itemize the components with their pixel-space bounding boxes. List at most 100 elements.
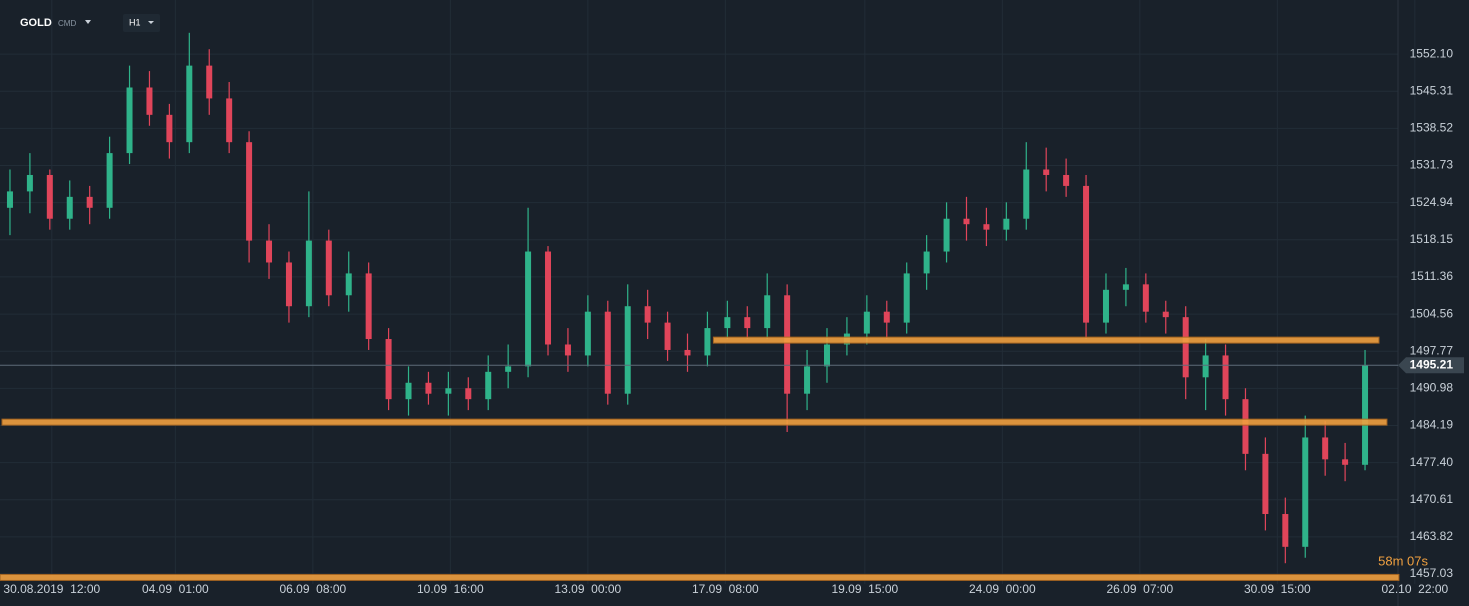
candle-body bbox=[684, 349, 691, 356]
candle-body bbox=[1182, 317, 1189, 378]
y-tick-label: 1531.73 bbox=[1410, 158, 1454, 172]
candle-body bbox=[1362, 365, 1369, 465]
x-tick-label: 13.09 00:00 bbox=[554, 582, 621, 596]
x-tick-label: 30.08.2019 12:00 bbox=[3, 582, 100, 596]
candle-body bbox=[1023, 169, 1030, 219]
candle-body bbox=[1043, 169, 1050, 175]
candle-body bbox=[604, 311, 611, 394]
candle-body bbox=[226, 98, 233, 143]
y-tick-label: 1484.19 bbox=[1410, 418, 1454, 432]
candle-body bbox=[246, 142, 253, 241]
candle-body bbox=[1342, 459, 1349, 465]
candle-body bbox=[305, 240, 312, 307]
dropdown-arrow[interactable] bbox=[85, 20, 91, 24]
candle-body bbox=[166, 114, 173, 143]
candle-body bbox=[1222, 355, 1229, 400]
candle-body bbox=[186, 65, 193, 143]
y-tick-label: 1477.40 bbox=[1410, 455, 1454, 469]
timeframe-button[interactable] bbox=[123, 14, 160, 32]
candle-body bbox=[584, 311, 591, 356]
candle-body bbox=[1282, 514, 1289, 547]
candle-body bbox=[983, 224, 990, 230]
candle-body bbox=[325, 240, 332, 296]
y-tick-label: 1457.03 bbox=[1410, 566, 1454, 580]
candle-body bbox=[784, 295, 791, 394]
candle-body bbox=[1142, 284, 1149, 312]
x-tick-label: 17.09 08:00 bbox=[692, 582, 759, 596]
candle-body bbox=[385, 339, 392, 400]
candle-body bbox=[1202, 355, 1209, 378]
y-tick-label: 1463.82 bbox=[1410, 529, 1454, 543]
candle-body bbox=[425, 382, 432, 394]
candle-body bbox=[46, 174, 53, 219]
candle-body bbox=[106, 153, 113, 208]
candle-body bbox=[445, 388, 452, 394]
candle-body bbox=[1122, 284, 1129, 290]
candle-body bbox=[664, 322, 671, 350]
candle-body bbox=[66, 196, 73, 219]
x-tick-label: 02.10 22:00 bbox=[1381, 582, 1448, 596]
candle-body bbox=[146, 87, 153, 115]
candle-body bbox=[1102, 289, 1109, 323]
candle-body bbox=[624, 306, 631, 394]
current-price-tag bbox=[1398, 357, 1464, 374]
candle-body bbox=[1242, 399, 1249, 454]
candle-body bbox=[1302, 437, 1309, 547]
candle-body bbox=[126, 87, 133, 154]
candle-body bbox=[26, 174, 33, 192]
candle-body bbox=[6, 191, 13, 208]
candle-body bbox=[823, 344, 830, 367]
candle-body bbox=[903, 273, 910, 323]
candle-body bbox=[883, 311, 890, 323]
symbol-tag: CMD bbox=[58, 19, 76, 28]
candle-body bbox=[724, 317, 731, 329]
candle-body bbox=[206, 65, 213, 99]
candle-body bbox=[505, 366, 512, 372]
candle-body bbox=[1162, 311, 1169, 318]
candle-body bbox=[943, 218, 950, 252]
candle-body bbox=[86, 196, 93, 208]
candle-body bbox=[485, 371, 492, 400]
candle-body bbox=[644, 306, 651, 323]
x-tick-label: 10.09 16:00 bbox=[417, 582, 484, 596]
y-tick-label: 1490.98 bbox=[1410, 381, 1454, 395]
level-line bbox=[1, 418, 1388, 426]
candle-body bbox=[564, 344, 571, 356]
candle-body bbox=[545, 251, 552, 345]
countdown: 58m 07s bbox=[1378, 553, 1428, 568]
candle-body bbox=[744, 317, 751, 329]
level-line bbox=[712, 336, 1380, 344]
y-tick-label: 1470.61 bbox=[1410, 492, 1454, 506]
x-tick-label: 04.09 01:00 bbox=[142, 582, 209, 596]
y-tick-label: 1497.77 bbox=[1410, 343, 1454, 357]
y-tick-label: 1511.36 bbox=[1411, 269, 1454, 283]
timeframe[interactable]: H1 bbox=[129, 17, 141, 27]
candle-body bbox=[1063, 174, 1070, 186]
x-tick-label: 26.09 07:00 bbox=[1106, 582, 1173, 596]
candle-body bbox=[465, 388, 472, 400]
y-tick-label: 1545.31 bbox=[1410, 83, 1454, 97]
candle-body bbox=[1003, 218, 1010, 230]
y-tick-label: 1524.94 bbox=[1410, 195, 1454, 209]
y-tick-label: 1518.15 bbox=[1410, 232, 1454, 246]
candle-body bbox=[704, 328, 711, 356]
candle-body bbox=[365, 273, 372, 340]
dropdown-arrow[interactable] bbox=[148, 21, 154, 24]
x-tick-label: 30.09 15:00 bbox=[1244, 582, 1311, 596]
candle-body bbox=[1322, 437, 1329, 460]
y-tick-label: 1504.56 bbox=[1410, 306, 1454, 320]
candle-body bbox=[764, 295, 771, 329]
x-tick-label: 06.09 08:00 bbox=[279, 582, 346, 596]
candle-body bbox=[963, 218, 970, 225]
candle-body bbox=[923, 251, 930, 274]
current-price-label: 1495.21 bbox=[1410, 357, 1454, 371]
candle-body bbox=[285, 262, 292, 307]
candle-body bbox=[405, 382, 412, 400]
candle-body bbox=[525, 251, 532, 367]
symbol[interactable]: GOLD bbox=[20, 17, 52, 29]
y-tick-label: 1538.52 bbox=[1410, 121, 1454, 135]
candle-body bbox=[863, 311, 870, 334]
candle-body bbox=[345, 273, 352, 296]
